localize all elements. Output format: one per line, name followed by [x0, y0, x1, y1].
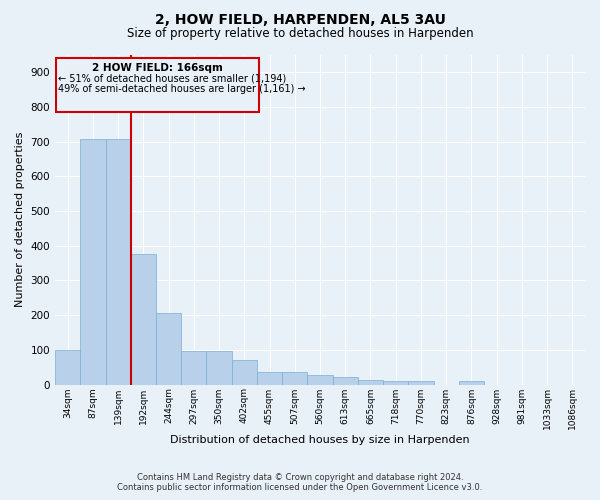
Bar: [232, 360, 257, 384]
Bar: [307, 375, 332, 384]
Bar: [383, 381, 409, 384]
Bar: [181, 351, 206, 384]
Bar: [206, 351, 232, 384]
Text: 2, HOW FIELD, HARPENDEN, AL5 3AU: 2, HOW FIELD, HARPENDEN, AL5 3AU: [155, 12, 445, 26]
Bar: [156, 314, 181, 384]
Bar: [282, 372, 307, 384]
Text: ← 51% of detached houses are smaller (1,194): ← 51% of detached houses are smaller (1,…: [58, 74, 286, 84]
Bar: [332, 377, 358, 384]
Text: 49% of semi-detached houses are larger (1,161) →: 49% of semi-detached houses are larger (…: [58, 84, 305, 94]
Bar: [80, 140, 106, 384]
Bar: [55, 350, 80, 384]
Bar: [459, 381, 484, 384]
Text: Contains HM Land Registry data © Crown copyright and database right 2024.
Contai: Contains HM Land Registry data © Crown c…: [118, 473, 482, 492]
Text: 2 HOW FIELD: 166sqm: 2 HOW FIELD: 166sqm: [92, 63, 223, 73]
Bar: [409, 381, 434, 384]
Y-axis label: Number of detached properties: Number of detached properties: [15, 132, 25, 308]
X-axis label: Distribution of detached houses by size in Harpenden: Distribution of detached houses by size …: [170, 435, 470, 445]
FancyBboxPatch shape: [56, 58, 259, 112]
Bar: [131, 254, 156, 384]
Bar: [358, 380, 383, 384]
Text: Size of property relative to detached houses in Harpenden: Size of property relative to detached ho…: [127, 28, 473, 40]
Bar: [257, 372, 282, 384]
Bar: [106, 140, 131, 384]
